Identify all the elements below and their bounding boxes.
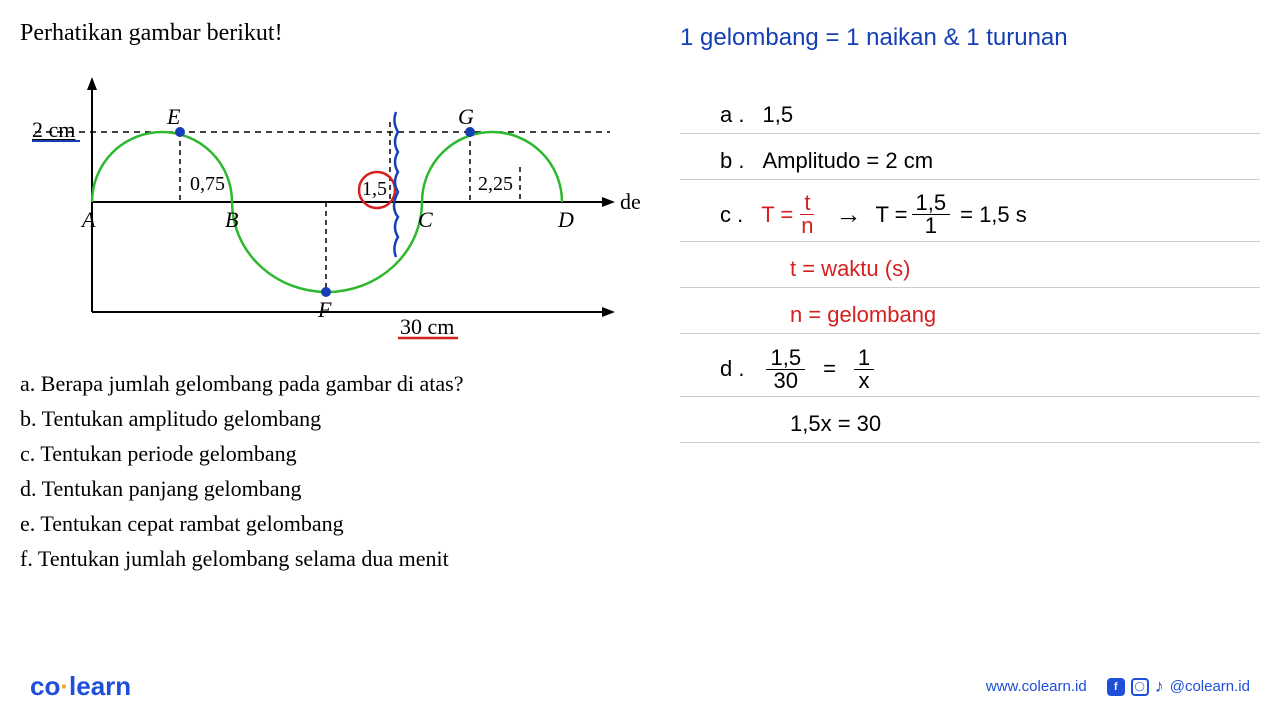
y-axis-arrow — [87, 77, 97, 90]
handwritten-notes: 1 gelombang = 1 naikan & 1 turunan a . 1… — [680, 20, 1260, 443]
page-title: Perhatikan gambar berikut! — [20, 20, 660, 47]
answer-a: a . 1,5 — [680, 96, 1260, 134]
question-f: f. Tentukan jumlah gelombang selama dua … — [20, 542, 660, 576]
label-2cm: 2 cm — [32, 117, 75, 142]
x-axis-arrow — [602, 197, 615, 207]
footer-handle: @colearn.id — [1170, 678, 1250, 695]
label-D: D — [557, 207, 574, 232]
answer-b: b . Amplitudo = 2 cm — [680, 142, 1260, 180]
time-1.5: 1,5 — [362, 178, 387, 200]
answer-d: d . 1,5 30 = 1 x — [680, 342, 1260, 397]
time-0.75: 0,75 — [190, 173, 225, 195]
point-F — [321, 287, 331, 297]
note-t: t = waktu (s) — [680, 250, 1260, 288]
label-detik: detik — [620, 189, 640, 214]
time-2.25: 2,25 — [478, 173, 513, 195]
instagram-icon: ◯ — [1131, 678, 1149, 696]
answer-d-step2: 1,5x = 30 — [680, 405, 1260, 443]
social-icons: f ◯ ♪ @colearn.id — [1107, 676, 1250, 697]
label-30cm: 30 cm — [400, 314, 454, 339]
question-d: d. Tentukan panjang gelombang — [20, 472, 660, 506]
footer-url: www.colearn.id — [986, 678, 1087, 695]
note-top: 1 gelombang = 1 naikan & 1 turunan — [680, 20, 1260, 56]
answer-c: c . T = t n → T = 1,5 1 = 1,5 s — [680, 188, 1260, 242]
facebook-icon: f — [1107, 678, 1125, 696]
label-A: A — [80, 207, 96, 232]
footer: co·learn www.colearn.id f ◯ ♪ @colearn.i… — [0, 662, 1280, 702]
label-G: G — [458, 104, 474, 129]
question-e: e. Tentukan cepat rambat gelombang — [20, 507, 660, 541]
logo: co·learn — [30, 671, 131, 702]
label-B: B — [225, 207, 238, 232]
label-F: F — [317, 297, 332, 322]
blue-squiggle — [394, 112, 398, 257]
label-C: C — [418, 207, 433, 232]
question-c: c. Tentukan periode gelombang — [20, 437, 660, 471]
tiktok-icon: ♪ — [1155, 676, 1164, 697]
distance-axis-arrow — [602, 307, 615, 317]
question-a: a. Berapa jumlah gelombang pada gambar d… — [20, 367, 660, 401]
question-list: a. Berapa jumlah gelombang pada gambar d… — [20, 367, 660, 577]
question-b: b. Tentukan amplitudo gelombang — [20, 402, 660, 436]
note-n: n = gelombang — [680, 296, 1260, 334]
label-E: E — [166, 104, 181, 129]
wave-diagram: 2 cm E G F A B C D 0,75 1,5 2,25 detik 3… — [20, 62, 640, 352]
